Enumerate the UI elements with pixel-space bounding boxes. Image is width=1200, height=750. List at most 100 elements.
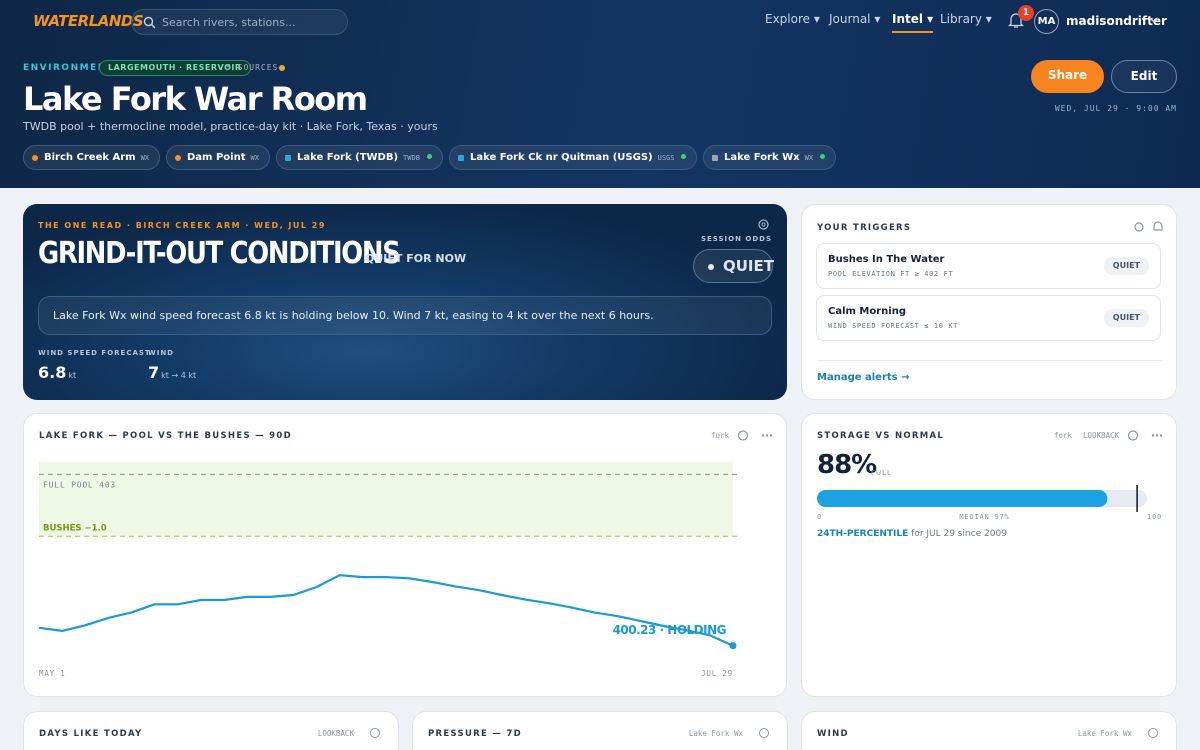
lower-card: PRESSURE — 7D Lake Fork Wx [412,711,788,750]
chip-name: Lake Fork Ck nr Quitman (USGS) [470,152,653,163]
chip-dot [458,155,464,161]
logo[interactable]: WATERLANDS [33,12,144,30]
chip-dot [285,155,291,161]
odds-value: QUIET [723,257,774,275]
hero-eyebrow: ENVIRONMENT [23,63,115,73]
sources-dot [279,65,285,71]
gauge-fill [817,490,1108,507]
pool-line [38,574,734,647]
hero: WATERLANDS Search rivers, stations... Ex… [0,0,1200,188]
x-tick-label: JUL 29 [701,669,733,678]
stat: 6.8 kt [38,363,76,382]
stat-label: WIND [148,349,174,357]
card-source: Lake Fork Wx [688,729,743,738]
live-dot [426,154,432,159]
reference-label: BUSHES −1.0 [43,523,107,533]
source-chip[interactable]: Lake Fork (TWDB) TWDB [276,145,443,170]
chip-name: Birch Creek Arm [44,152,136,163]
read-summary: Lake Fork Wx wind speed forecast 6.8 kt … [38,296,772,335]
chip-tag: WX [140,154,150,162]
storage-title: STORAGE VS NORMAL [817,431,945,441]
nav-link[interactable]: Explore ▾ [765,12,820,26]
stat-unit: kt → 4 kt [161,371,197,380]
chip-tag: WX [250,154,259,162]
lower-card: WIND Lake Fork Wx [801,711,1177,750]
chip-dot [712,155,718,161]
card-source: LOOKBACK [317,729,354,738]
trigger-state: QUIET [1103,309,1149,327]
chip-tag: WX [804,154,814,162]
nav-link[interactable]: Journal ▾ [829,12,881,26]
percentile-line: 24TH-PERCENTILE for JUL 29 since 2009 [817,529,1007,539]
live-dot [681,154,687,159]
chip-tag: TWDB [403,154,420,162]
card-icons[interactable] [1126,429,1166,442]
trigger-rule: POOL ELEVATION FT ≥ 402 FT [828,270,954,278]
dry-band [39,462,733,537]
hero-date: WED, JUL 29 · 9:00 AM [1054,104,1177,113]
card-source: Lake Fork Wx [1077,729,1132,738]
user-caret [1149,17,1159,23]
pool-chart: FULL POOL 403 BUSHES −1.0 400.23 · HOLDING… [38,462,737,678]
chip-tag: USGS [657,154,675,162]
read-headline: GRIND-IT-OUT CONDITIONS [38,236,401,271]
edit-button[interactable]: Edit [1111,60,1177,93]
storage-value: 88% [817,450,877,480]
trigger: Bushes In The Water POOL ELEVATION FT ≥ 4… [816,243,1161,289]
one-read-card: THE ONE READ · BIRCH CREEK ARM · WED, JU… [23,204,787,400]
nav-link[interactable]: Library ▾ [940,12,992,26]
trigger: Calm Morning WIND SPEED FORECAST ≤ 10 KT Q… [816,295,1161,341]
storage-gauge [817,485,1147,512]
edit-label: Edit [1130,69,1158,83]
triggers-title: YOUR TRIGGERS [817,223,912,233]
stat-value: 6.8 [38,363,67,382]
manage-alerts[interactable]: Manage alerts → [817,372,910,383]
gear-icon [1148,728,1158,738]
notification-badge: 1 [1018,5,1034,21]
source-chip[interactable]: Dam Point WX [166,145,270,170]
stat-unit: kt [68,371,77,380]
gear-icon [759,728,769,738]
percentile: 24TH-PERCENTILE [817,529,909,539]
storage-scale: 0 MEDIAN 97% 100 [817,513,1162,521]
stat: 7 kt → 4 kt [148,363,196,382]
trigger-rule: WIND SPEED FORECAST ≤ 10 KT [828,322,958,330]
trigger-state: QUIET [1103,257,1149,275]
odds-pill: QUIET [693,249,774,283]
chip-dot [32,155,38,161]
stat-label: WIND SPEED FORECAST [38,349,151,357]
percentile-note: for JUL 29 since 2009 [911,529,1007,539]
avatar[interactable]: MA [1034,9,1059,34]
share-button[interactable]: Share [1031,60,1104,93]
page-subtitle: TWDB pool + thermocline model, practice-… [23,120,438,133]
sources-count: 5 SOURCES [226,63,279,72]
chip-name: Dam Point [187,152,246,163]
share-label: Share [1047,68,1088,82]
storage-source: fork [1054,431,1073,440]
user-name[interactable]: madisondrifter [1066,14,1167,28]
pool-chart-card: LAKE FORK — POOL VS THE BUSHES — 90D for… [23,413,787,697]
chip-name: Lake Fork (TWDB) [297,152,399,163]
page-title: Lake Fork War Room [23,80,368,118]
card-title: DAYS LIKE TODAY [39,729,143,739]
scale-label: MEDIAN 97% [959,513,1010,521]
card-icons[interactable] [736,429,776,442]
source-chip[interactable]: Lake Fork Ck nr Quitman (USGS) USGS [449,145,698,170]
storage-unit: FULL [871,469,892,477]
lower-card: DAYS LIKE TODAY LOOKBACK [23,711,399,750]
source-chip[interactable]: Birch Creek Arm WX [23,145,161,170]
odds-dot [708,264,714,270]
storage-card: STORAGE VS NORMAL fork LOOKBACK 88% FULL… [801,413,1177,697]
triggers-card: YOUR TRIGGERS Manage alerts → [801,204,1177,400]
chart-source: fork [711,431,730,440]
trigger-icons[interactable] [1133,221,1165,233]
divider [817,360,1162,361]
settings-icon[interactable] [757,218,770,231]
search-box[interactable]: Search rivers, stations... [131,9,348,35]
search-icon [143,16,156,29]
source-chip[interactable]: Lake Fork Wx WX [703,145,837,170]
scale-label: 100 [1146,513,1162,521]
scale-label: 0 [817,513,823,521]
gear-icon [370,728,380,738]
nav-link[interactable]: Intel ▾ [892,12,934,33]
